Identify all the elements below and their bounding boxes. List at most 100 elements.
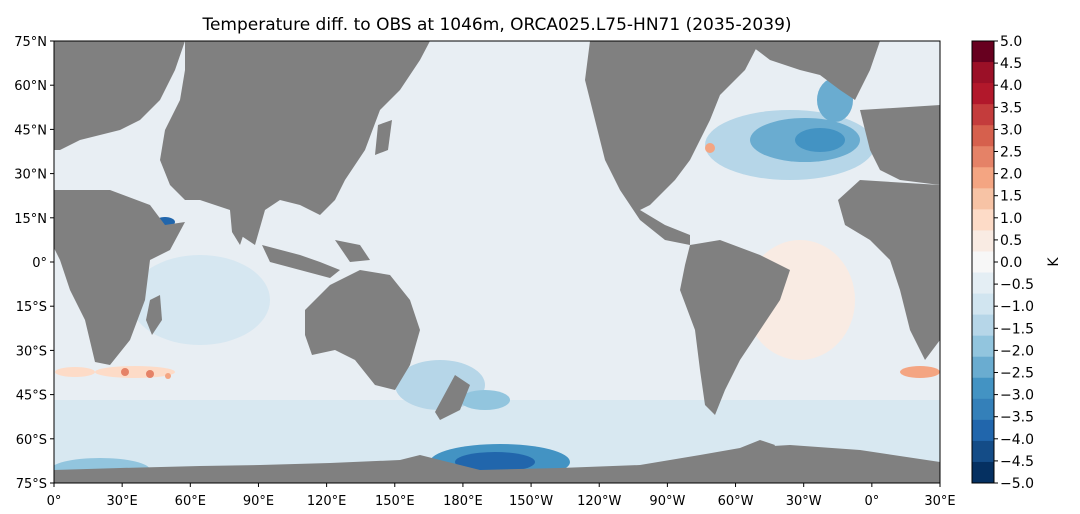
figure-title: Temperature diff. to OBS at 1046m, ORCA0… <box>201 15 791 35</box>
lat-tick-label: 45°S <box>16 389 47 404</box>
antarctica-land <box>54 445 940 483</box>
lat-tick-label: 45°N <box>14 123 47 138</box>
colorbar-tick-label: 0.5 <box>1000 233 1022 249</box>
colorbar-tick-label: 2.5 <box>1000 145 1022 161</box>
india-land <box>230 210 250 245</box>
madagascar-land <box>146 295 162 335</box>
colorbar-segment <box>972 314 994 337</box>
indonesia-land <box>262 245 340 278</box>
colorbar-tick-label: −0.5 <box>1000 277 1034 293</box>
colorbar-tick-label: −2.0 <box>1000 343 1034 359</box>
colorbar-tick-label: 4.5 <box>1000 56 1022 72</box>
colorbar-tick-label: 1.0 <box>1000 211 1022 227</box>
australia-land <box>305 270 420 390</box>
lat-tick-label: 15°N <box>14 212 47 227</box>
asia-land <box>160 41 430 245</box>
colorbar-tick-label: 4.0 <box>1000 78 1022 94</box>
agulhas-eddy <box>165 373 171 379</box>
agulhas-warm-anomaly <box>95 366 175 378</box>
lat-tick-label: 30°N <box>14 168 47 183</box>
colorbar-tick-label: −4.0 <box>1000 432 1034 448</box>
colorbar-segment <box>972 272 994 295</box>
colorbar-segment <box>972 209 994 231</box>
colorbar-segment <box>972 419 994 442</box>
colorbar-tick-label: −1.5 <box>1000 321 1034 337</box>
indian-ocean-anomaly <box>130 255 270 345</box>
longitude-axis: 0° 30°E 60°E 90°E 120°E 150°E 180°E 150°W 120°W 9… <box>47 483 956 509</box>
lat-tick-label: 75°N <box>14 35 47 50</box>
colorbar-segment <box>972 377 994 400</box>
map-panel <box>54 41 940 483</box>
agulhas-warm-anomaly-east <box>900 366 940 378</box>
colorbar-segment <box>972 230 994 252</box>
lon-tick-label: 30°E <box>924 494 955 509</box>
lon-tick-label: 150°E <box>375 494 415 509</box>
colorbar-segment <box>972 188 994 210</box>
colorbar-tick-label: 3.0 <box>1000 122 1022 138</box>
antarctic-peninsula-land <box>740 440 775 455</box>
colorbar-tick-label: 3.5 <box>1000 100 1022 116</box>
lon-tick-label: 90°W <box>649 494 685 509</box>
south-pacific-anomaly <box>460 390 510 410</box>
colorbar-segment <box>972 62 994 84</box>
southwest-warm-anomaly <box>55 367 95 377</box>
land <box>54 41 940 483</box>
colorbar-segment <box>972 104 994 126</box>
colorbar-segment <box>972 83 994 105</box>
colorbar-segment <box>972 335 994 358</box>
lon-tick-label: 60°E <box>175 494 206 509</box>
lon-tick-label: 180°E <box>443 494 483 509</box>
gulf-stream-warm-anomaly <box>705 143 715 153</box>
colorbar-segment <box>972 398 994 421</box>
colorbar-label: K <box>1046 257 1062 267</box>
lon-tick-label: 30°E <box>107 494 138 509</box>
africa-land <box>54 190 185 365</box>
lat-tick-label: 30°S <box>16 344 47 359</box>
lon-tick-label: 120°W <box>577 494 621 509</box>
ross-sea-core-anomaly <box>455 452 535 472</box>
borneo-land <box>335 240 370 262</box>
africa-land-east <box>838 180 940 360</box>
lon-tick-label: 30°W <box>786 494 822 509</box>
greenland-land <box>745 41 880 100</box>
agulhas-eddy <box>146 370 154 378</box>
colorbar-segment <box>972 146 994 168</box>
lon-tick-label: 0° <box>864 494 879 509</box>
colorbar-tick-label: −1.0 <box>1000 299 1034 315</box>
colorbar-segment <box>972 461 994 484</box>
colorbar: 5.0 4.5 4.0 3.5 3.0 2.5 2.0 1.5 1.0 0.5 0.0 −0.5 −1.… <box>971 34 1034 492</box>
latitude-axis: 75°N 60°N 45°N 30°N 15°N 0° 15°S 30°S 45°S 60°S 75… <box>14 35 54 492</box>
lon-tick-label: 60°W <box>718 494 754 509</box>
colorbar-tick-label: 1.5 <box>1000 189 1022 205</box>
lat-tick-label: 60°S <box>16 433 47 448</box>
colorbar-segment <box>972 125 994 147</box>
new-zealand-land <box>435 375 470 420</box>
south-america-land <box>680 240 790 415</box>
colorbar-tick-label: −3.5 <box>1000 410 1034 426</box>
colorbar-segment <box>972 41 994 63</box>
lat-tick-label: 0° <box>32 256 47 271</box>
colorbar-tick-label: −2.5 <box>1000 366 1034 382</box>
agulhas-eddy <box>121 368 129 376</box>
lat-tick-label: 75°S <box>16 477 47 492</box>
europe-land-east <box>860 105 940 185</box>
colorbar-tick-label: −4.5 <box>1000 454 1034 470</box>
colorbar-segment <box>972 356 994 379</box>
lon-tick-label: 90°E <box>243 494 274 509</box>
colorbar-tick-label: 0.0 <box>1000 255 1022 271</box>
europe-land <box>54 41 185 150</box>
colorbar-segment <box>972 293 994 316</box>
colorbar-segment <box>972 440 994 463</box>
lon-tick-label: 120°E <box>307 494 347 509</box>
lat-tick-label: 60°N <box>14 79 47 94</box>
lat-tick-label: 15°S <box>16 300 47 315</box>
colorbar-tick-label: 5.0 <box>1000 34 1022 50</box>
colorbar-segment <box>972 167 994 189</box>
north-atlantic-core-anomaly <box>795 128 845 152</box>
north-america-land <box>585 41 760 245</box>
colorbar-tick-label: 2.0 <box>1000 167 1022 183</box>
colorbar-segment <box>972 251 994 274</box>
colorbar-tick-label: −3.0 <box>1000 388 1034 404</box>
